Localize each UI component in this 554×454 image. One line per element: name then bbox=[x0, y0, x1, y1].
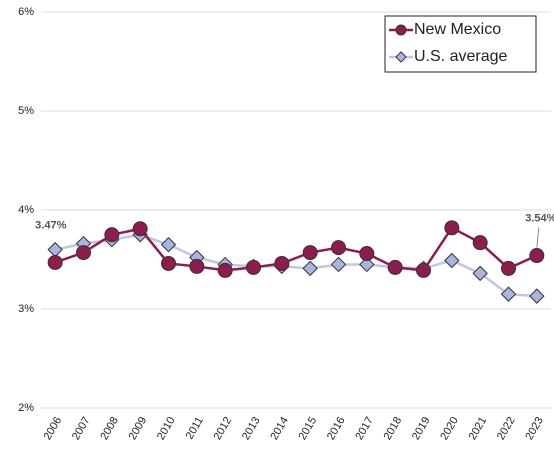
data-point bbox=[444, 220, 460, 236]
x-tick-label: 2010 bbox=[155, 415, 178, 442]
data-point bbox=[331, 240, 346, 256]
y-tick-label: 6% bbox=[18, 6, 34, 18]
legend-marker bbox=[395, 24, 407, 36]
x-tick-label: 2018 bbox=[382, 415, 405, 442]
x-tick-label: 2013 bbox=[240, 415, 263, 442]
data-point bbox=[47, 241, 63, 258]
data-point bbox=[359, 246, 375, 262]
data-point bbox=[472, 235, 488, 251]
x-tick-label: 2022 bbox=[495, 415, 518, 442]
data-point bbox=[76, 245, 91, 261]
y-tick-label: 5% bbox=[18, 105, 34, 117]
data-point bbox=[302, 245, 318, 261]
data-point bbox=[246, 259, 261, 275]
x-tick-label: 2023 bbox=[523, 415, 546, 442]
legend-box bbox=[384, 15, 537, 73]
data-point bbox=[387, 259, 403, 275]
data-point bbox=[501, 260, 516, 276]
x-tick-label: 2019 bbox=[410, 415, 433, 442]
x-tick-label: 2021 bbox=[467, 415, 490, 442]
data-point bbox=[47, 254, 63, 270]
label-leader bbox=[536, 227, 540, 248]
data-point bbox=[132, 221, 148, 237]
data-point bbox=[472, 265, 488, 282]
data-point bbox=[160, 236, 177, 253]
x-tick-label: 2006 bbox=[42, 415, 65, 442]
data-label: 3.47% bbox=[35, 219, 66, 231]
x-tick-label: 2009 bbox=[127, 415, 150, 442]
legend-label: New Mexico bbox=[414, 21, 501, 38]
data-point bbox=[189, 258, 205, 274]
data-point bbox=[161, 255, 176, 271]
data-point bbox=[500, 286, 517, 302]
data-label: 3.54% bbox=[525, 212, 554, 224]
x-tick-label: 2014 bbox=[268, 415, 291, 442]
x-tick-label: 2007 bbox=[70, 415, 93, 442]
data-point bbox=[444, 252, 460, 269]
y-tick-label: 2% bbox=[18, 402, 34, 414]
legend-label: U.S. average bbox=[414, 48, 507, 65]
data-point bbox=[529, 248, 545, 264]
series-line bbox=[54, 226, 538, 272]
y-tick-label: 4% bbox=[18, 204, 34, 216]
x-tick-label: 2016 bbox=[325, 415, 348, 442]
x-tick-label: 2020 bbox=[438, 415, 461, 442]
data-point bbox=[104, 227, 120, 243]
data-point bbox=[330, 256, 347, 273]
series-line bbox=[54, 233, 537, 298]
x-tick-label: 2011 bbox=[184, 415, 206, 441]
data-point bbox=[359, 256, 375, 273]
x-tick-label: 2017 bbox=[353, 415, 376, 442]
data-point bbox=[529, 288, 545, 304]
legend-marker bbox=[395, 51, 407, 63]
x-tick-label: 2012 bbox=[212, 415, 235, 442]
x-tick-label: 2008 bbox=[98, 415, 121, 442]
x-tick-label: 2015 bbox=[297, 415, 320, 442]
data-point bbox=[217, 262, 233, 278]
data-point bbox=[274, 255, 290, 271]
data-point bbox=[302, 260, 318, 277]
data-point bbox=[416, 262, 431, 278]
y-tick-label: 3% bbox=[18, 303, 34, 315]
